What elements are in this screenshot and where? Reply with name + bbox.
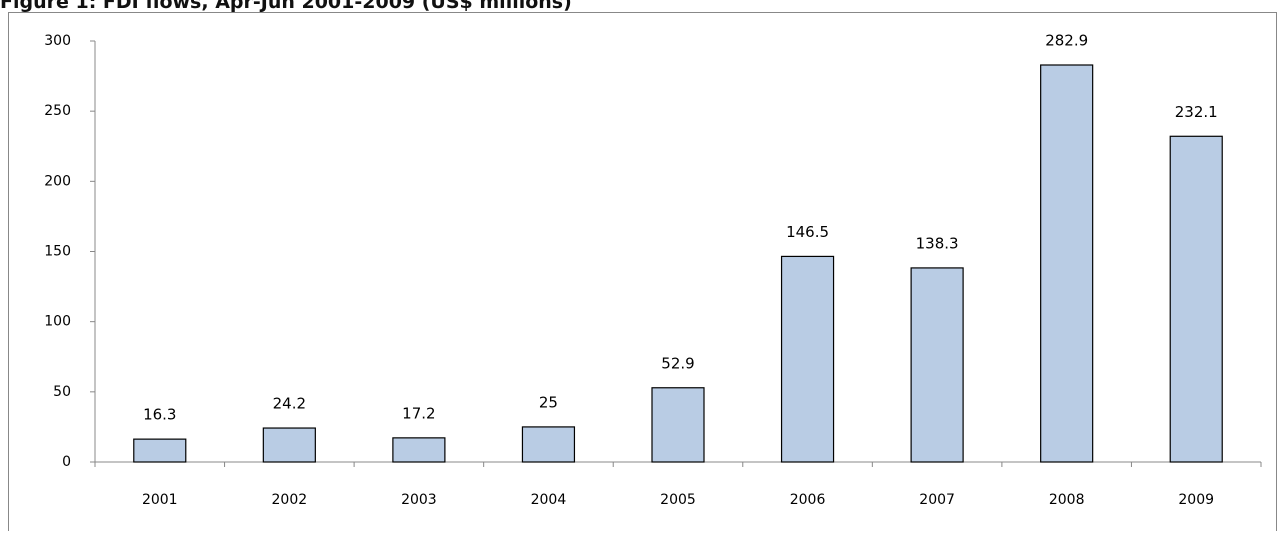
y-tick-label: 300 [44,33,71,49]
bar [1040,64,1094,463]
data-label: 17.2 [402,404,435,422]
bar [1169,135,1223,463]
bar [392,437,446,463]
bar [262,427,316,463]
y-tick-label: 150 [44,244,71,260]
y-tick-label: 250 [44,103,71,119]
y-tick-label: 100 [44,314,71,330]
data-label: 146.5 [786,223,829,241]
x-tick-label: 2007 [919,492,955,508]
bar [133,438,187,463]
data-label: 232.1 [1175,103,1218,121]
x-tick-label: 2002 [272,492,308,508]
data-label: 24.2 [273,395,306,413]
x-tick-label: 2005 [660,492,696,508]
data-label: 282.9 [1045,31,1088,49]
bar [521,426,576,463]
x-tick-label: 2003 [401,492,437,508]
data-label: 25 [539,393,558,411]
data-label: 52.9 [661,354,694,372]
x-tick-label: 2009 [1178,492,1214,508]
data-label: 16.3 [143,406,176,424]
chart-title: Figure 1: FDI flows, Apr-Jun 2001-2009 (… [0,0,572,13]
bar [910,267,964,463]
bar [651,387,705,463]
y-tick-label: 50 [53,384,71,400]
x-tick-label: 2004 [531,492,567,508]
x-tick-label: 2001 [142,492,178,508]
bar [780,255,835,463]
x-tick-label: 2006 [790,492,826,508]
data-label: 138.3 [916,234,959,252]
y-tick-label: 0 [62,454,71,470]
x-tick-label: 2008 [1049,492,1085,508]
y-tick-label: 200 [44,173,71,189]
